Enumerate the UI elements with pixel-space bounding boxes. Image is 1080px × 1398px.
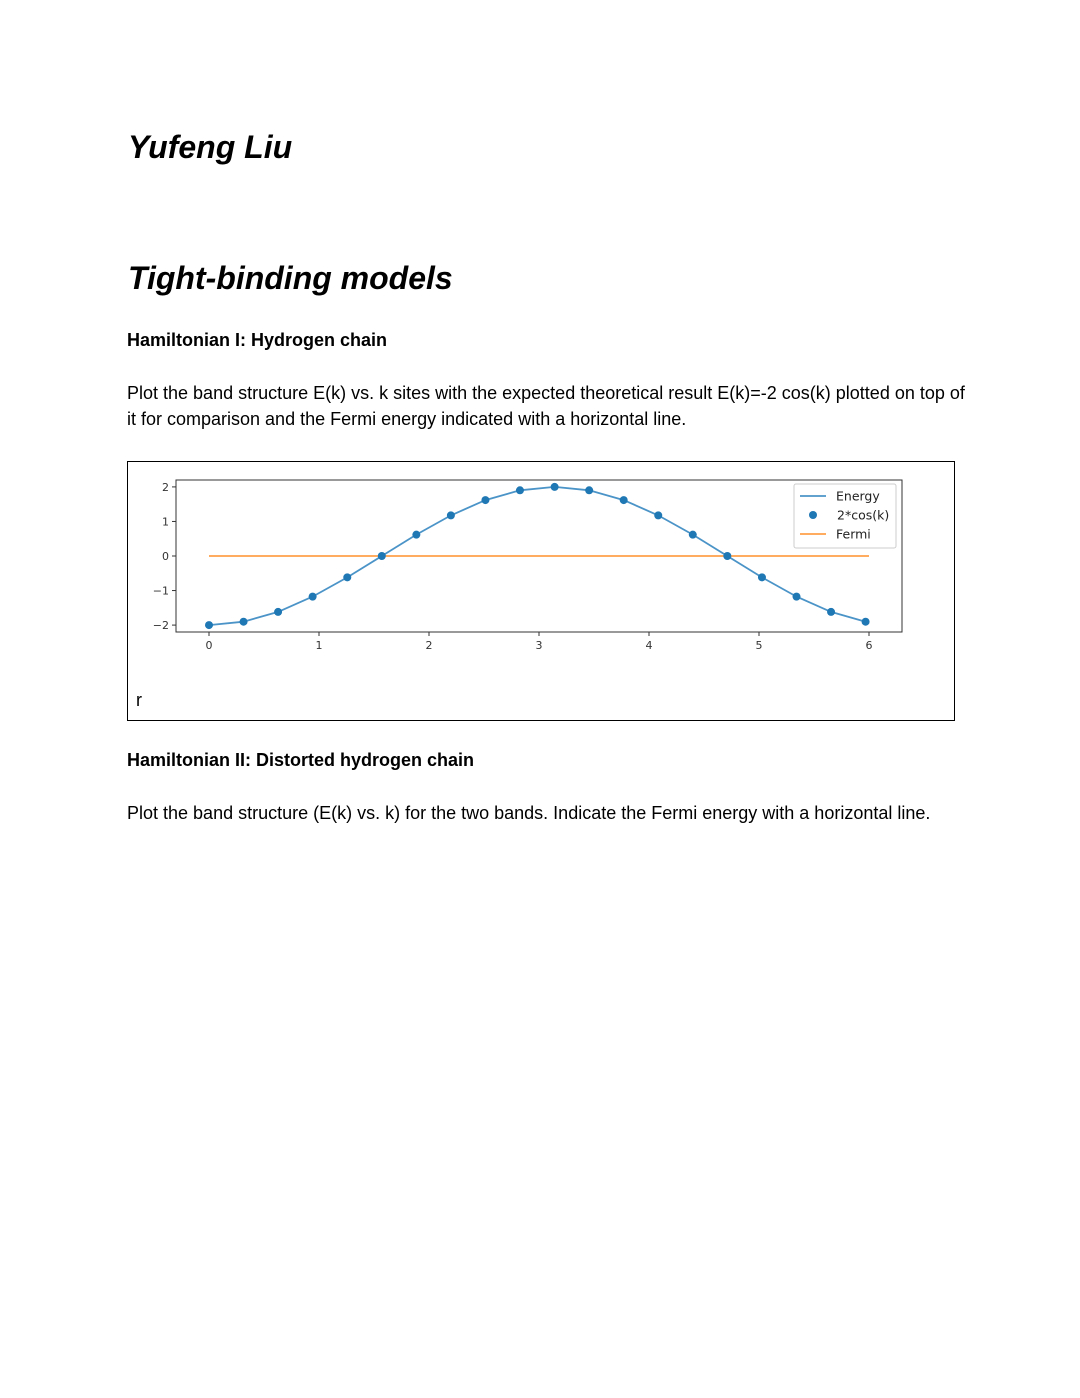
band-structure-chart: 0 1 2 3 4 5 6 2 1 0 −1 −2 Energy 2*cos(k) Fermi [153, 479, 903, 652]
legend-label: Energy [836, 489, 880, 504]
section2-heading: Hamiltonian II: Distorted hydrogen chain [127, 750, 475, 770]
chart-axes: 0 1 2 3 4 5 6 2 1 0 −1 −2 [153, 479, 903, 652]
author-name: Yufeng Liu [128, 129, 293, 165]
x-tick: 0 [206, 632, 213, 652]
cos-point [550, 482, 559, 491]
y-tick-label: 2 [162, 481, 169, 494]
y-tick: 1 [162, 515, 176, 528]
cos-point [481, 496, 490, 505]
cos-point [792, 592, 801, 601]
section1-text: Plot the band structure E(k) vs. k sites… [127, 383, 965, 429]
cos-point [654, 511, 663, 520]
cos-point [515, 486, 524, 495]
x-tick: 1 [316, 632, 323, 652]
y-tick: 2 [162, 481, 176, 494]
legend-label: 2*cos(k) [837, 508, 889, 523]
cos-point [585, 486, 594, 495]
y-tick-label: −2 [153, 619, 169, 632]
cos-point [308, 592, 317, 601]
x-tick-label: 4 [646, 639, 653, 652]
x-tick-label: 0 [206, 639, 213, 652]
cos-point [619, 496, 628, 505]
page-title: Tight-binding models [128, 260, 453, 296]
stray-text: r [136, 690, 142, 710]
section1-heading: Hamiltonian I: Hydrogen chain [127, 330, 388, 350]
x-tick-label: 1 [316, 639, 323, 652]
chart-plot [205, 482, 870, 630]
y-tick: 0 [162, 550, 176, 563]
x-tick-label: 6 [866, 639, 873, 652]
chart-legend: Energy 2*cos(k) Fermi [793, 483, 897, 549]
cos-point [239, 617, 248, 626]
legend-frame [793, 483, 897, 549]
x-tick-label: 2 [426, 639, 433, 652]
cos-point [412, 530, 421, 539]
cos-point [757, 573, 766, 582]
y-tick-label: 0 [162, 550, 169, 563]
cos-point [861, 617, 870, 626]
x-tick: 2 [426, 632, 433, 652]
x-tick-label: 5 [756, 639, 763, 652]
cos-point [343, 573, 352, 582]
cos-point [688, 530, 697, 539]
cos-point [274, 607, 283, 616]
legend-swatch [809, 511, 817, 519]
y-tick-label: −1 [153, 585, 169, 598]
cos-point [446, 511, 455, 520]
cos-point [205, 621, 213, 630]
x-tick: 5 [756, 632, 763, 652]
y-tick: −2 [153, 619, 176, 632]
x-tick: 6 [866, 632, 873, 652]
band-structure-figure: 0 1 2 3 4 5 6 2 1 0 −1 −2 Energy 2*cos(k) Fermi r [127, 461, 955, 721]
energy-line [208, 486, 866, 626]
x-tick-label: 3 [536, 639, 543, 652]
x-tick: 3 [536, 632, 543, 652]
cos-point [377, 552, 386, 560]
y-tick: −1 [153, 585, 176, 598]
cos-point [827, 607, 836, 616]
legend-label: Fermi [836, 527, 871, 542]
y-tick-label: 1 [162, 515, 169, 528]
section2-text: Plot the band structure (E(k) vs. k) for… [127, 803, 931, 823]
cos-point [723, 552, 732, 560]
x-tick: 4 [646, 632, 653, 652]
